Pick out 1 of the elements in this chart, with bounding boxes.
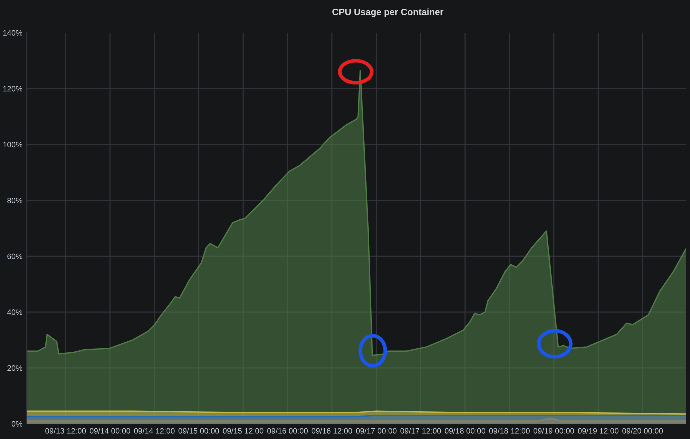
chart-title: CPU Usage per Container — [332, 8, 444, 18]
